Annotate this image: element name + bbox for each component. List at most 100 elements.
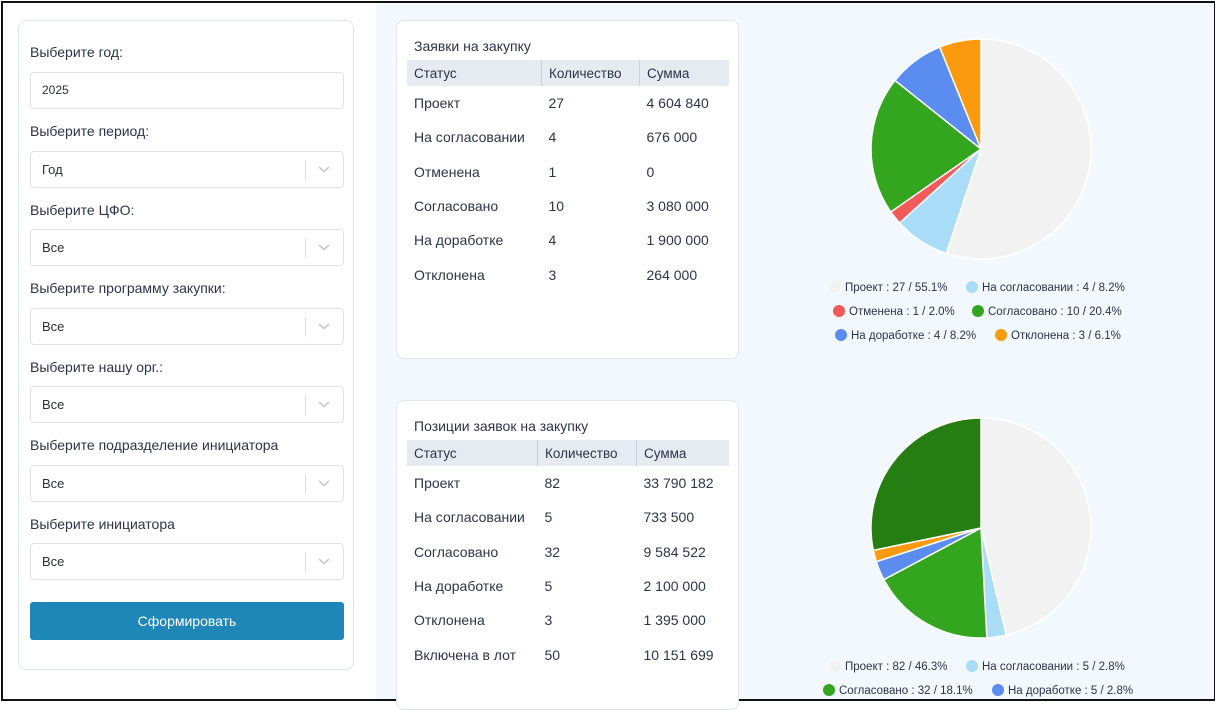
cell-count: 4 [548, 129, 557, 146]
legend-item[interactable]: На согласовании : 5 / 2.8% [966, 660, 1125, 673]
program-label: Выберите программу закупки: [30, 280, 226, 296]
column-header-status[interactable]: Статус [407, 440, 538, 466]
legend-dot [823, 684, 835, 696]
year-input[interactable]: 2025 [30, 72, 344, 109]
table-row: Согласовано 32 9 584 522 [407, 535, 729, 569]
column-header-sum[interactable]: Сумма [639, 60, 729, 86]
column-header-status[interactable]: Статус [407, 60, 542, 86]
table-row: На доработке 5 2 100 000 [407, 569, 729, 603]
legend-dot [992, 684, 1004, 696]
generate-report-button[interactable]: Сформировать [30, 602, 344, 640]
cell-status: На согласовании [414, 509, 525, 526]
cell-status: Согласовано [414, 198, 499, 215]
positions-table: Статус Количество Сумма Проект 82 33 790 1… [407, 440, 729, 672]
pie-slice-Проект[interactable] [945, 38, 1092, 260]
legend-label: Проект : 27 / 55.1% [845, 282, 948, 294]
positions-card: Позиции заявок на закупку Статус Количес… [396, 400, 739, 710]
initiator-value: Все [42, 554, 65, 569]
table-row: На согласовании 4 676 000 [407, 120, 729, 154]
legend-item[interactable]: Отменена : 1 / 2.0% [833, 305, 955, 318]
legend-label: На согласовании : 5 / 2.8% [982, 661, 1125, 673]
cell-count: 1 [548, 163, 557, 180]
legend-label: Отклонена : 3 / 6.1% [1011, 330, 1121, 342]
cell-status: На согласовании [414, 129, 525, 146]
cell-count: 10 [548, 198, 565, 215]
period-value: Год [42, 162, 63, 177]
column-header-count[interactable]: Количество [537, 440, 637, 466]
cell-sum: 733 500 [643, 509, 695, 526]
legend-dot [835, 329, 847, 341]
filter-panel: Выберите год: 2025 Выберите период: Год … [18, 20, 354, 670]
positions-title: Позиции заявок на закупку [414, 418, 589, 434]
legend-item[interactable]: На доработке : 5 / 2.8% [992, 684, 1133, 697]
org-value: Все [42, 397, 65, 412]
legend-dot [995, 329, 1007, 341]
pie-slice-Проект[interactable] [980, 417, 1092, 636]
cell-sum: 3 080 000 [646, 198, 709, 215]
chevron-down-icon[interactable] [317, 242, 331, 252]
cell-count: 3 [548, 266, 557, 283]
chevron-down-icon[interactable] [317, 321, 331, 331]
legend-dot [972, 305, 984, 317]
pie-slice-Отклонена[interactable] [938, 38, 982, 150]
cell-count: 32 [544, 543, 561, 560]
cell-count: 82 [544, 475, 561, 492]
cell-status: Согласовано [414, 543, 499, 560]
legend-item[interactable]: Проект : 27 / 55.1% [829, 281, 947, 294]
legend-label: Согласовано : 10 / 20.4% [988, 306, 1122, 318]
cell-count: 50 [544, 646, 561, 663]
cell-sum: 33 790 182 [643, 475, 714, 492]
initiator-select[interactable]: Все [30, 543, 344, 580]
program-select[interactable]: Все [30, 308, 344, 345]
cell-count: 27 [548, 95, 565, 112]
dept-value: Все [42, 476, 65, 491]
legend-label: На доработке : 4 / 8.2% [851, 330, 977, 342]
cell-sum: 264 000 [646, 266, 698, 283]
chevron-down-icon[interactable] [317, 478, 331, 488]
select-separator [305, 160, 306, 180]
dept-label: Выберите подразделение инициатора [30, 437, 279, 453]
program-value: Все [42, 319, 65, 334]
legend-item[interactable]: На доработке : 4 / 8.2% [835, 329, 976, 342]
org-select[interactable]: Все [30, 386, 344, 423]
select-separator [305, 474, 306, 494]
legend-dot [966, 660, 978, 672]
cell-count: 3 [544, 612, 553, 629]
dept-select[interactable]: Все [30, 465, 344, 502]
column-header-count[interactable]: Количество [541, 60, 640, 86]
requests-title: Заявки на закупку [414, 38, 531, 54]
legend-item[interactable]: Проект : 82 / 46.3% [829, 660, 947, 673]
legend-item[interactable]: На согласовании : 4 / 8.2% [966, 281, 1125, 294]
cell-sum: 9 584 522 [643, 543, 706, 560]
legend-item[interactable]: Отклонена : 3 / 6.1% [995, 329, 1121, 342]
cell-sum: 676 000 [646, 129, 698, 146]
cell-sum: 0 [646, 163, 655, 180]
chevron-down-icon[interactable] [317, 164, 331, 174]
chevron-down-icon[interactable] [317, 399, 331, 409]
pie-slice-Согласовано[interactable] [882, 526, 988, 639]
table-row: На доработке 4 1 900 000 [407, 223, 729, 257]
requests-table: Статус Количество Сумма Проект 27 4 604 84… [407, 60, 729, 292]
legend-dot [966, 281, 978, 293]
pie-slice-Включена в лот[interactable] [870, 417, 982, 552]
cfo-value: Все [42, 240, 65, 255]
cell-sum: 1 395 000 [643, 612, 706, 629]
pie-slice-Согласовано[interactable] [870, 79, 983, 213]
legend-item[interactable]: Согласовано : 10 / 20.4% [972, 305, 1122, 318]
initiator-label: Выберите инициатора [30, 516, 175, 532]
period-select[interactable]: Год [30, 151, 344, 188]
cell-count: 5 [544, 509, 553, 526]
column-header-sum[interactable]: Сумма [636, 440, 729, 466]
positions-pie-chart [870, 417, 1092, 639]
cell-status: Включена в лот [414, 646, 517, 663]
cell-status: Отклонена [414, 266, 485, 283]
cell-sum: 10 151 699 [643, 646, 714, 663]
legend-item[interactable]: Согласовано : 32 / 18.1% [823, 684, 973, 697]
cfo-select[interactable]: Все [30, 229, 344, 266]
legend-label: Согласовано : 32 / 18.1% [839, 685, 973, 697]
cell-status: Проект [414, 95, 461, 112]
chevron-down-icon[interactable] [317, 556, 331, 566]
cell-sum: 1 900 000 [646, 232, 709, 249]
legend-label: Отменена : 1 / 2.0% [849, 306, 955, 318]
table-row: Согласовано 10 3 080 000 [407, 189, 729, 223]
